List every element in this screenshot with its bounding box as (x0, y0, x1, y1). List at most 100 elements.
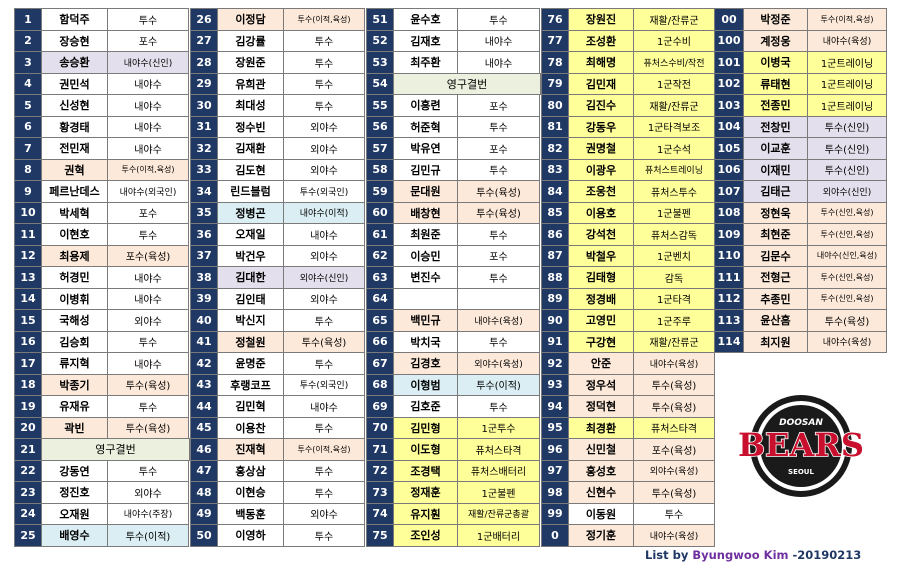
player-name: 정진호 (41, 481, 108, 504)
player-name: 김태근 (743, 180, 808, 203)
player-name: 전형근 (743, 266, 808, 289)
player-position: 내야수(이적) (283, 201, 365, 224)
player-position: 투수 (457, 115, 540, 138)
player-name (393, 287, 458, 310)
player-name: 김강률 (217, 29, 284, 52)
player-name: 정덕현 (568, 395, 634, 418)
player-position: 투수 (457, 330, 540, 353)
player-name: 후랭코프 (217, 373, 284, 396)
player-name: 김민규 (393, 158, 458, 181)
jersey-number: 40 (190, 309, 218, 332)
player-position: 1군트레이닝 (807, 72, 887, 95)
player-position: 1군주루 (633, 309, 715, 332)
player-name: 김승회 (41, 330, 108, 353)
player-name: 홍상삼 (217, 459, 284, 482)
player-position: 투수(육성) (107, 416, 189, 439)
player-name: 김경호 (393, 352, 458, 375)
player-name: 최주환 (393, 51, 458, 74)
player-position: 투수 (283, 416, 365, 439)
jersey-number: 44 (190, 395, 218, 418)
player-position: 내야수(외국인) (107, 180, 189, 203)
player-position: 감독 (633, 266, 715, 289)
jersey-number: 110 (714, 244, 744, 267)
player-name: 린드블럼 (217, 180, 284, 203)
player-position: 투수(외국인) (283, 180, 365, 203)
jersey-number: 9 (14, 180, 42, 203)
player-position: 1군트레이닝 (807, 51, 887, 74)
player-position: 투수(육성) (283, 330, 365, 353)
player-position: 투수(육성) (633, 481, 715, 504)
logo-top-text: DOOSAN (779, 418, 823, 428)
jersey-number: 100 (714, 29, 744, 52)
jersey-number: 13 (14, 266, 42, 289)
player-position: 외야수 (107, 481, 189, 504)
jersey-number: 92 (541, 352, 569, 375)
player-name: 유재유 (41, 395, 108, 418)
jersey-number: 18 (14, 373, 42, 396)
jersey-number: 91 (541, 330, 569, 353)
credit-date: -20190213 (788, 548, 862, 562)
jersey-number: 43 (190, 373, 218, 396)
player-name: 허경민 (41, 266, 108, 289)
player-position: 투수 (283, 29, 365, 52)
player-name: 정기훈 (568, 524, 634, 547)
player-name: 이영하 (217, 524, 284, 547)
player-position: 투수 (283, 459, 365, 482)
player-name: 이병국 (743, 51, 808, 74)
player-position: 내야수 (107, 72, 189, 95)
player-position: 외야수 (283, 115, 365, 138)
player-position: 재활/잔류군총괄 (457, 502, 540, 525)
jersey-number: 1 (14, 8, 42, 31)
jersey-number: 84 (541, 180, 569, 203)
jersey-number: 31 (190, 115, 218, 138)
player-name: 김태형 (568, 266, 634, 289)
player-position: 외야수(신인) (807, 180, 887, 203)
player-position: 내야수 (283, 223, 365, 246)
player-name: 류지혁 (41, 352, 108, 375)
player-position: 1군불펜 (457, 481, 540, 504)
jersey-number: 104 (714, 115, 744, 138)
jersey-number: 4 (14, 72, 42, 95)
player-position: 투수(이적,육성) (283, 438, 365, 461)
jersey-number: 95 (541, 416, 569, 439)
jersey-number: 81 (541, 115, 569, 138)
jersey-number: 32 (190, 137, 218, 160)
jersey-number: 48 (190, 481, 218, 504)
jersey-number: 72 (366, 459, 394, 482)
logo-bottom-text: SEOUL (788, 468, 814, 476)
player-position: 내야수 (107, 137, 189, 160)
player-name: 오재원 (41, 502, 108, 525)
jersey-number: 50 (190, 524, 218, 547)
player-name: 신성현 (41, 94, 108, 117)
player-name: 이정담 (217, 8, 284, 31)
jersey-number: 24 (14, 502, 42, 525)
jersey-number: 60 (366, 201, 394, 224)
jersey-number: 88 (541, 266, 569, 289)
jersey-number: 61 (366, 223, 394, 246)
jersey-number: 103 (714, 94, 744, 117)
player-name: 최대성 (217, 94, 284, 117)
player-name: 김대한 (217, 266, 284, 289)
player-name: 조웅천 (568, 180, 634, 203)
player-name: 곽빈 (41, 416, 108, 439)
player-name: 강동연 (41, 459, 108, 482)
player-name: 김호준 (393, 395, 458, 418)
jersey-number: 10 (14, 201, 42, 224)
player-name: 이현승 (217, 481, 284, 504)
jersey-number: 5 (14, 94, 42, 117)
player-position: 내야수 (107, 266, 189, 289)
player-position: 내야수(신인,육성) (807, 244, 887, 267)
player-name: 배영수 (41, 524, 108, 547)
player-position: 투수 (457, 8, 540, 31)
jersey-number: 109 (714, 223, 744, 246)
player-name: 황경태 (41, 115, 108, 138)
player-name: 최용제 (41, 244, 108, 267)
player-name: 신현수 (568, 481, 634, 504)
player-name: 윤명준 (217, 352, 284, 375)
player-position: 퓨처스타격 (633, 416, 715, 439)
player-name: 추종민 (743, 287, 808, 310)
jersey-number: 16 (14, 330, 42, 353)
jersey-number: 51 (366, 8, 394, 31)
jersey-number: 38 (190, 266, 218, 289)
player-name: 박정준 (743, 8, 808, 31)
